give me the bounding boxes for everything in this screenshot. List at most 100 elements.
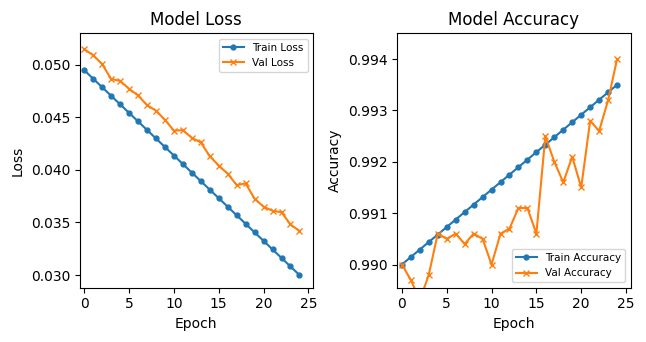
Train Accuracy [416, 248, 424, 252]
Val Loss [161, 118, 169, 122]
Val Accuracy [488, 262, 495, 266]
Train Loss [242, 222, 249, 226]
Val Accuracy [613, 57, 621, 61]
Train Loss [224, 205, 231, 209]
Train Accuracy [532, 150, 540, 154]
Train Accuracy [443, 225, 451, 229]
Train Loss [170, 154, 178, 158]
Line: Val Accuracy: Val Accuracy [399, 56, 620, 304]
Val Accuracy [587, 119, 594, 123]
Train Loss [116, 102, 124, 106]
Line: Train Accuracy: Train Accuracy [399, 82, 620, 267]
Train Accuracy [595, 98, 603, 102]
Val Loss [278, 210, 286, 214]
Train Loss [125, 111, 133, 115]
Y-axis label: Accuracy: Accuracy [328, 129, 342, 192]
Line: Val Loss: Val Loss [81, 46, 302, 234]
Train Accuracy [434, 233, 442, 237]
Train Accuracy [613, 83, 621, 87]
Val Accuracy [568, 155, 576, 159]
Train Accuracy [604, 90, 612, 94]
Val Loss [269, 209, 276, 213]
X-axis label: Epoch: Epoch [493, 317, 535, 331]
Val Accuracy [515, 206, 523, 210]
Legend: Train Accuracy, Val Accuracy: Train Accuracy, Val Accuracy [512, 249, 625, 282]
Val Loss [179, 128, 187, 132]
Train Loss [98, 85, 106, 89]
Val Accuracy [506, 226, 514, 231]
Val Loss [89, 53, 97, 57]
Train Loss [251, 230, 258, 234]
Train Loss [287, 264, 295, 268]
Train Loss [296, 273, 304, 277]
Val Loss [287, 222, 295, 226]
Train Accuracy [497, 180, 505, 184]
Train Loss [80, 68, 88, 72]
Val Accuracy [461, 242, 468, 246]
Val Loss [170, 129, 178, 133]
Train Accuracy [461, 210, 468, 214]
Train Loss [188, 171, 196, 175]
Train Loss [152, 136, 160, 141]
Train Accuracy [407, 255, 415, 259]
Train Accuracy [550, 135, 558, 139]
Train Loss [215, 196, 223, 200]
Train Loss [269, 247, 276, 251]
Val Accuracy [595, 129, 603, 133]
Val Accuracy [425, 273, 433, 277]
Val Loss [296, 229, 304, 233]
Train Accuracy [568, 120, 576, 124]
Val Accuracy [523, 206, 531, 210]
Train Loss [206, 188, 214, 192]
Train Accuracy [470, 202, 477, 207]
Train Accuracy [479, 195, 486, 199]
Val Loss [242, 181, 249, 185]
Train Loss [143, 128, 151, 132]
Val Accuracy [532, 232, 540, 236]
Title: Model Accuracy: Model Accuracy [448, 11, 579, 29]
Val Accuracy [443, 237, 451, 241]
Val Accuracy [479, 237, 486, 241]
Val Loss [116, 79, 124, 83]
Train Loss [161, 145, 169, 149]
Val Loss [233, 183, 240, 187]
Val Loss [107, 77, 115, 81]
Train Loss [233, 213, 240, 217]
Val Accuracy [452, 232, 459, 236]
Train Accuracy [587, 105, 594, 109]
Val Loss [224, 172, 231, 176]
Val Accuracy [497, 232, 505, 236]
Val Loss [215, 163, 223, 168]
Val Accuracy [407, 278, 415, 282]
Y-axis label: Loss: Loss [11, 145, 25, 176]
Val Accuracy [470, 232, 477, 236]
Val Loss [98, 62, 106, 66]
Val Loss [260, 205, 267, 209]
Title: Model Loss: Model Loss [151, 11, 242, 29]
Train Accuracy [559, 128, 567, 132]
Val Accuracy [559, 180, 567, 184]
Val Accuracy [434, 232, 442, 236]
Val Loss [251, 197, 258, 201]
Val Accuracy [398, 262, 406, 266]
Train Loss [278, 256, 286, 260]
Train Loss [260, 239, 267, 243]
Train Accuracy [523, 158, 531, 162]
Train Accuracy [541, 143, 549, 147]
Train Accuracy [452, 218, 459, 222]
Train Accuracy [515, 165, 523, 169]
Val Loss [152, 108, 160, 113]
Train Loss [134, 119, 142, 123]
Train Loss [197, 179, 205, 183]
Val Loss [188, 136, 196, 140]
Train Loss [107, 94, 115, 98]
Val Loss [125, 87, 133, 91]
Val Accuracy [578, 185, 585, 189]
Train Accuracy [425, 240, 433, 244]
Val Accuracy [550, 160, 558, 164]
Train Accuracy [506, 173, 514, 177]
Val Loss [206, 154, 214, 158]
X-axis label: Epoch: Epoch [175, 317, 218, 331]
Train Loss [179, 162, 187, 166]
Val Loss [80, 47, 88, 51]
